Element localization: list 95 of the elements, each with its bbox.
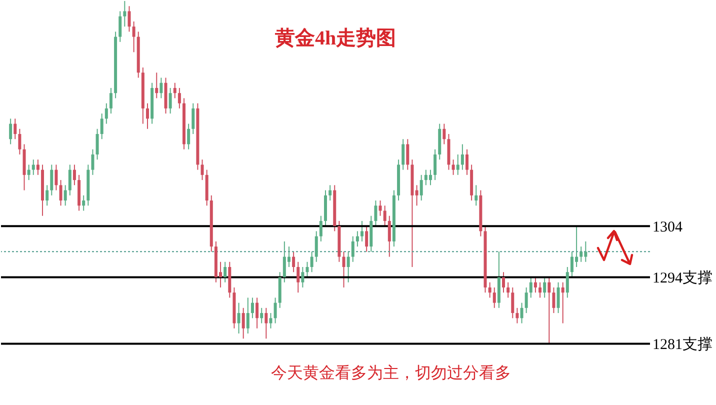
candlestick — [342, 251, 346, 288]
candlestick — [9, 118, 12, 145]
candlestick — [346, 251, 350, 283]
y-tick-label: 1304 — [652, 220, 683, 236]
candlestick — [580, 246, 583, 262]
candlestick — [356, 230, 359, 248]
candlestick — [434, 148, 437, 181]
candlestick — [14, 118, 17, 140]
candlestick — [428, 169, 432, 186]
candlestick — [365, 226, 368, 252]
candlestick — [488, 282, 492, 298]
candlestick — [256, 297, 259, 329]
candlestick — [492, 286, 496, 308]
candlestick — [178, 87, 181, 109]
candlestick — [123, 0, 126, 28]
candlestick — [388, 215, 391, 258]
candlestick — [264, 307, 268, 340]
candlestick — [511, 286, 514, 319]
candlestick — [520, 302, 524, 324]
candlestick — [538, 282, 542, 298]
candlestick — [314, 230, 318, 262]
candlestick — [374, 200, 378, 227]
candlestick — [465, 148, 468, 176]
candlestick — [64, 184, 67, 206]
candlestick — [187, 123, 190, 150]
candlestick — [59, 180, 62, 206]
candlestick — [224, 261, 227, 283]
candlestick — [250, 297, 254, 319]
y-tick-label: 1281支撑 — [652, 336, 712, 354]
candlestick — [242, 307, 245, 340]
candlestick — [54, 164, 58, 191]
candlestick — [566, 266, 569, 298]
candlestick — [529, 276, 532, 298]
candlestick — [173, 82, 176, 99]
candlestick — [32, 159, 35, 176]
candlestick — [442, 123, 446, 145]
candlestick — [452, 159, 455, 176]
candlestick — [306, 261, 309, 278]
candlestick — [502, 272, 506, 294]
candlestick — [128, 6, 131, 32]
candlestick — [296, 261, 300, 294]
candlestick — [146, 102, 149, 130]
candlestick — [556, 282, 560, 314]
candlestick — [415, 184, 418, 206]
candlestick — [68, 164, 72, 196]
candlestick — [46, 184, 49, 206]
candlestick — [543, 276, 546, 298]
candlestick — [27, 164, 30, 181]
candlestick — [82, 194, 86, 212]
candlestick — [383, 205, 386, 227]
candlestick — [534, 276, 537, 294]
candlestick — [260, 307, 264, 324]
candlestick — [319, 215, 322, 242]
candlestick — [96, 128, 99, 160]
candlestick — [274, 297, 277, 324]
candlestick — [109, 87, 112, 114]
annotation: 今天黄金看多为主，切勿过分看多 — [271, 364, 511, 382]
candlestick — [378, 200, 382, 216]
candlestick — [100, 113, 104, 140]
candlestick — [104, 102, 108, 124]
candlestick — [524, 286, 528, 314]
candlestick — [155, 72, 158, 99]
candlestick — [301, 266, 304, 288]
candlestick — [18, 128, 22, 155]
candlestick — [192, 102, 195, 134]
candlestick — [474, 184, 478, 206]
candlestick — [160, 77, 163, 99]
candlestick — [328, 184, 332, 201]
candlestick — [132, 20, 136, 53]
text: 黄金4h走势图 — [274, 28, 396, 50]
candlestick — [200, 159, 204, 181]
candlestick — [406, 138, 410, 170]
candlestick — [460, 144, 464, 170]
candlestick — [237, 302, 240, 334]
candlestick — [561, 282, 564, 324]
candlestick — [269, 312, 272, 329]
candlestick — [506, 282, 510, 298]
candlestick — [456, 154, 460, 176]
candlestick — [420, 174, 423, 201]
candlestick — [118, 10, 122, 42]
candlestick — [292, 251, 296, 273]
candlestick — [516, 307, 519, 324]
candlestick — [552, 286, 556, 314]
candlestick — [36, 159, 40, 176]
candlestick — [168, 87, 172, 114]
candlestick — [548, 276, 551, 344]
candlestick — [72, 164, 76, 186]
candlestick — [310, 251, 314, 273]
candlestick — [360, 220, 364, 242]
candlestick — [351, 236, 354, 262]
candlestick — [246, 297, 250, 334]
y-tick-label: 1294支撑 — [652, 270, 712, 287]
candlestick — [50, 164, 54, 196]
candlestick — [91, 148, 94, 176]
candlestick — [402, 138, 405, 170]
